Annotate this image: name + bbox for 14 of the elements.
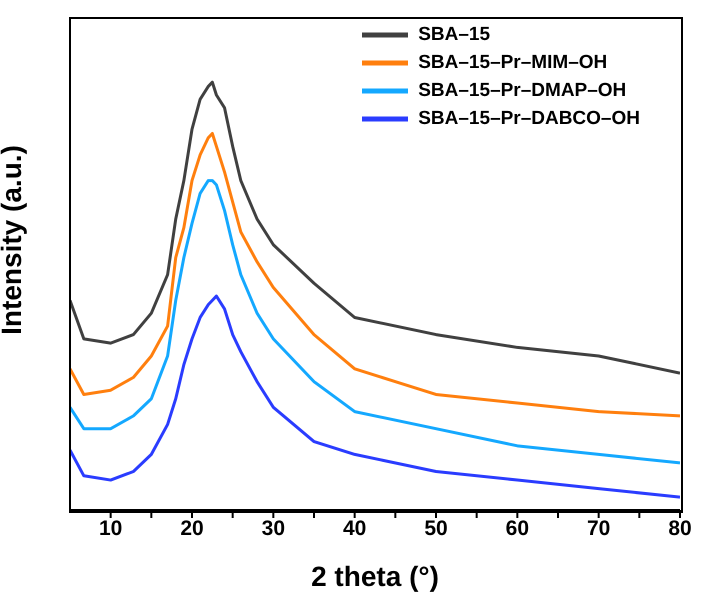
legend-label: SBA–15–Pr–DABCO–OH (418, 108, 640, 130)
y-axis-title: Intensity (a.u.) (0, 145, 28, 335)
x-tick-label: 30 (262, 516, 286, 540)
x-tick-label: 10 (98, 516, 122, 540)
x-axis-title: 2 theta (°) (311, 561, 439, 592)
x-tick-label: 20 (180, 516, 204, 540)
x-tick-label: 60 (506, 516, 530, 540)
x-tick-label: 40 (342, 516, 366, 540)
legend-label: SBA–15–Pr–MIM–OH (418, 52, 608, 74)
x-tick-label: 50 (424, 516, 448, 540)
x-tick-label: 70 (586, 516, 610, 540)
legend-label: SBA–15–Pr–DMAP–OH (418, 80, 626, 102)
legend-label: SBA–15 (418, 24, 490, 46)
x-tick-label: 80 (668, 516, 692, 540)
